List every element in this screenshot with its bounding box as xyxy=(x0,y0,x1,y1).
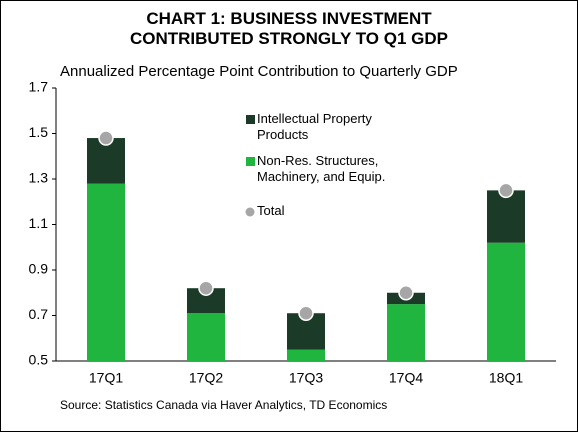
x-tick-label: 17Q4 xyxy=(389,370,423,386)
legend-label: Total xyxy=(257,203,285,218)
x-tick-label: 18Q1 xyxy=(489,370,523,386)
bar-segment xyxy=(287,349,325,361)
total-dot xyxy=(98,130,114,146)
source-note: Source: Statistics Canada via Haver Anal… xyxy=(60,398,388,412)
x-tick-label: 17Q3 xyxy=(289,370,323,386)
y-tick-label: 1.3 xyxy=(29,170,49,186)
bar-segment xyxy=(87,183,125,361)
y-tick-label: 0.9 xyxy=(29,261,49,277)
bar-segment xyxy=(187,313,225,361)
total-dot xyxy=(198,280,214,296)
total-dot xyxy=(498,182,514,199)
bar-segment xyxy=(387,304,425,361)
legend-marker xyxy=(245,207,255,217)
y-tick-label: 1.5 xyxy=(29,124,49,140)
chart-subtitle: Annualized Percentage Point Contribution… xyxy=(60,63,458,80)
bar-segment xyxy=(487,242,525,361)
legend-marker xyxy=(246,157,255,166)
x-tick-label: 17Q2 xyxy=(189,370,223,386)
bar-segment xyxy=(487,190,525,243)
legend-marker xyxy=(246,115,255,124)
total-dot xyxy=(398,285,414,301)
legend-label: Non-Res. Structures, Machinery, and Equi… xyxy=(257,153,386,184)
total-dot xyxy=(298,305,314,321)
y-tick-label: 0.5 xyxy=(29,352,49,368)
y-tick-label: 1.1 xyxy=(29,215,49,231)
chart-title: CHART 1: BUSINESS INVESTMENT CONTRIBUTED… xyxy=(129,9,448,48)
legend-label: Intellectual Property Products xyxy=(257,111,372,142)
x-tick-label: 17Q1 xyxy=(89,370,123,386)
title-box: CHART 1: BUSINESS INVESTMENT CONTRIBUTED… xyxy=(1,9,577,49)
y-tick-label: 0.7 xyxy=(29,306,49,322)
y-tick-label: 1.7 xyxy=(29,79,49,95)
